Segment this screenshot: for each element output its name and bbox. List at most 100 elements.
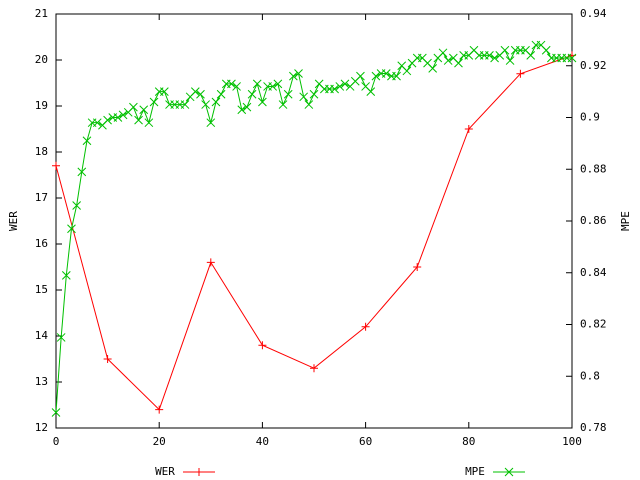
marker <box>201 100 210 109</box>
y2-tick-label: 0.8 <box>580 369 600 382</box>
marker <box>402 66 412 76</box>
marker <box>443 56 453 65</box>
y-tick-label: 12 <box>35 421 48 434</box>
y2-tick-label: 0.88 <box>580 162 607 175</box>
y-tick-label: 18 <box>35 145 48 158</box>
x-tick-label: 0 <box>53 435 60 448</box>
y2-tick-label: 0.94 <box>580 7 607 20</box>
y-tick-label: 20 <box>35 53 48 66</box>
marker <box>567 53 577 63</box>
series-line <box>55 44 572 413</box>
marker <box>113 113 123 122</box>
marker <box>155 405 164 414</box>
marker <box>206 118 216 128</box>
marker <box>428 63 438 73</box>
marker <box>413 263 422 271</box>
y2-tick-label: 0.86 <box>580 214 607 227</box>
marker <box>273 79 283 89</box>
marker <box>77 167 87 177</box>
y2-axis-label: MPE <box>619 211 632 231</box>
marker <box>206 258 215 267</box>
marker <box>180 100 190 109</box>
marker <box>242 102 252 112</box>
y-tick-label: 14 <box>35 329 49 342</box>
y-tick-label: 16 <box>35 237 48 250</box>
marker <box>211 97 221 107</box>
marker <box>216 89 226 99</box>
marker <box>500 45 510 55</box>
y2-tick-label: 0.78 <box>580 421 607 434</box>
marker <box>381 69 391 78</box>
marker <box>247 89 257 99</box>
marker <box>526 51 536 60</box>
y2-tick-label: 0.92 <box>580 59 607 72</box>
marker <box>309 89 319 99</box>
marker <box>335 82 345 91</box>
marker <box>299 92 309 102</box>
marker <box>330 84 339 94</box>
marker <box>516 69 525 78</box>
marker <box>392 71 401 81</box>
marker <box>160 87 169 96</box>
y2-tick-label: 0.84 <box>580 266 607 279</box>
marker <box>278 100 288 109</box>
marker <box>438 48 448 58</box>
x-tick-label: 60 <box>359 435 372 448</box>
marker <box>252 79 262 89</box>
marker <box>464 125 473 133</box>
marker <box>139 105 149 115</box>
y-tick-label: 19 <box>35 99 48 112</box>
x-tick-label: 20 <box>153 435 166 448</box>
marker <box>92 118 102 128</box>
marker <box>371 71 381 81</box>
legend-label: MPE <box>465 465 485 478</box>
x-tick-label: 100 <box>562 435 582 448</box>
series-line <box>55 54 573 411</box>
y-axis-label: WER <box>7 211 20 231</box>
marker <box>490 53 499 63</box>
marker <box>56 333 66 342</box>
marker <box>541 45 551 55</box>
marker <box>118 110 128 120</box>
marker <box>103 115 112 125</box>
marker <box>134 115 143 125</box>
marker <box>144 118 154 128</box>
marker <box>356 71 365 81</box>
marker <box>294 69 303 78</box>
y-tick-label: 17 <box>35 191 48 204</box>
marker <box>52 161 60 170</box>
marker <box>61 270 71 280</box>
marker <box>361 322 370 331</box>
marker <box>485 51 494 60</box>
marker <box>227 79 236 89</box>
x-tick-label: 80 <box>462 435 475 448</box>
y2-tick-label: 0.82 <box>580 318 607 331</box>
marker <box>72 201 81 210</box>
marker <box>129 102 138 112</box>
marker <box>195 468 203 476</box>
y-tick-label: 13 <box>35 375 48 388</box>
marker <box>505 56 515 65</box>
marker <box>289 71 298 81</box>
y-tick-label: 21 <box>35 7 48 20</box>
marker <box>268 82 278 91</box>
marker <box>304 100 314 109</box>
marker <box>149 97 159 107</box>
marker <box>232 82 241 91</box>
marker <box>190 87 200 96</box>
marker <box>454 58 463 68</box>
marker <box>340 79 350 89</box>
marker <box>196 89 205 99</box>
marker <box>310 364 318 373</box>
marker <box>283 89 293 99</box>
marker <box>67 224 76 234</box>
marker <box>103 355 112 363</box>
y-tick-label: 15 <box>35 283 48 296</box>
marker <box>51 408 61 417</box>
legend-label: WER <box>155 465 175 478</box>
marker <box>504 467 514 477</box>
marker <box>237 105 247 115</box>
marker <box>82 136 92 146</box>
y2-tick-label: 0.9 <box>580 111 600 124</box>
